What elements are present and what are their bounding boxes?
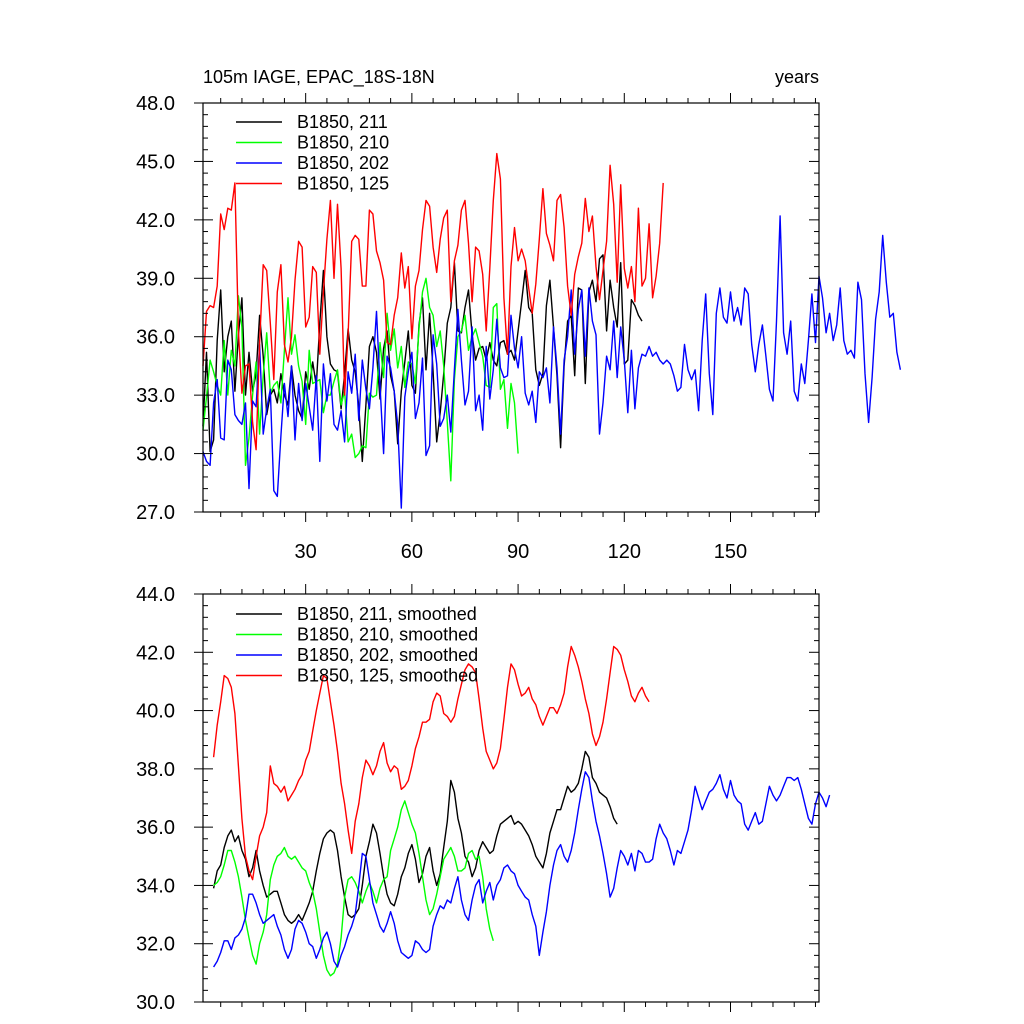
bottom-panel-frame — [202, 593, 820, 1003]
bottom-y-tick-label: 30.0 — [136, 992, 175, 1014]
bottom-y-tick-label: 40.0 — [136, 701, 175, 723]
bottom-y-tick-label: 44.0 — [136, 584, 175, 606]
bottom-legend-label: B1850, 210, smoothed — [297, 625, 478, 645]
top-y-tick-label: 45.0 — [136, 151, 175, 173]
top-legend-label: B1850, 211 — [297, 112, 388, 132]
top-panel-title: 105m IAGE, EPAC_18S-18N — [203, 67, 435, 88]
top-panel-units: years — [775, 67, 819, 87]
top-legend-label: B1850, 210 — [297, 133, 389, 153]
bottom-series-line-b1850-202-smoothed — [213, 771, 831, 968]
bottom-panel-ticks: 30.0 32.0 34.0 36.0 38.0 40.0 42.0 44.0 — [136, 584, 819, 1014]
top-y-tick-label: 42.0 — [136, 210, 175, 232]
bottom-series-line-b1850-125-smoothed — [212, 645, 650, 881]
bottom-legend-label: B1850, 125, smoothed — [297, 666, 478, 686]
top-x-tick-label: 120 — [608, 541, 641, 563]
top-series-line-b1850-210 — [202, 277, 519, 482]
bottom-y-tick-label: 36.0 — [136, 817, 175, 839]
bottom-panel-series — [212, 645, 831, 977]
top-x-tick-label: 60 — [401, 541, 423, 563]
top-panel: 27.0 30.0 33.0 36.0 39.0 42.0 45.0 48.0 30 60 90 12… — [136, 93, 902, 563]
top-panel-frame — [202, 102, 820, 513]
bottom-y-tick-label: 38.0 — [136, 759, 175, 781]
top-panel-ticks: 27.0 30.0 33.0 36.0 39.0 42.0 45.0 48.0 30 60 90 12… — [136, 93, 819, 563]
top-y-tick-label: 39.0 — [136, 268, 175, 290]
bottom-series-line-b1850-211-smoothed — [212, 750, 618, 924]
top-y-tick-label: 36.0 — [136, 327, 175, 349]
top-y-tick-label: 30.0 — [136, 444, 175, 466]
top-y-tick-label: 33.0 — [136, 385, 175, 407]
bottom-series-line-b1850-210-smoothed — [213, 800, 494, 977]
top-series-line-b1850-125 — [202, 152, 664, 451]
top-panel-series — [202, 152, 902, 509]
top-y-tick-label: 48.0 — [136, 93, 175, 115]
top-series-line-b1850-202 — [202, 215, 902, 509]
top-x-tick-label: 90 — [507, 541, 529, 563]
top-x-tick-label: 30 — [295, 541, 317, 563]
top-legend-label: B1850, 202 — [297, 153, 389, 173]
bottom-y-tick-label: 32.0 — [136, 934, 175, 956]
bottom-panel: 30.0 32.0 34.0 36.0 38.0 40.0 42.0 44.0 B1850, … — [136, 584, 831, 1014]
top-legend-label: B1850, 125 — [297, 174, 389, 194]
bottom-y-tick-label: 42.0 — [136, 642, 175, 664]
top-y-tick-label: 27.0 — [136, 502, 175, 524]
bottom-legend-label: B1850, 202, smoothed — [297, 645, 478, 665]
bottom-y-tick-label: 34.0 — [136, 875, 175, 897]
top-x-tick-label: 150 — [714, 541, 747, 563]
bottom-legend-label: B1850, 211, smoothed — [297, 604, 477, 624]
